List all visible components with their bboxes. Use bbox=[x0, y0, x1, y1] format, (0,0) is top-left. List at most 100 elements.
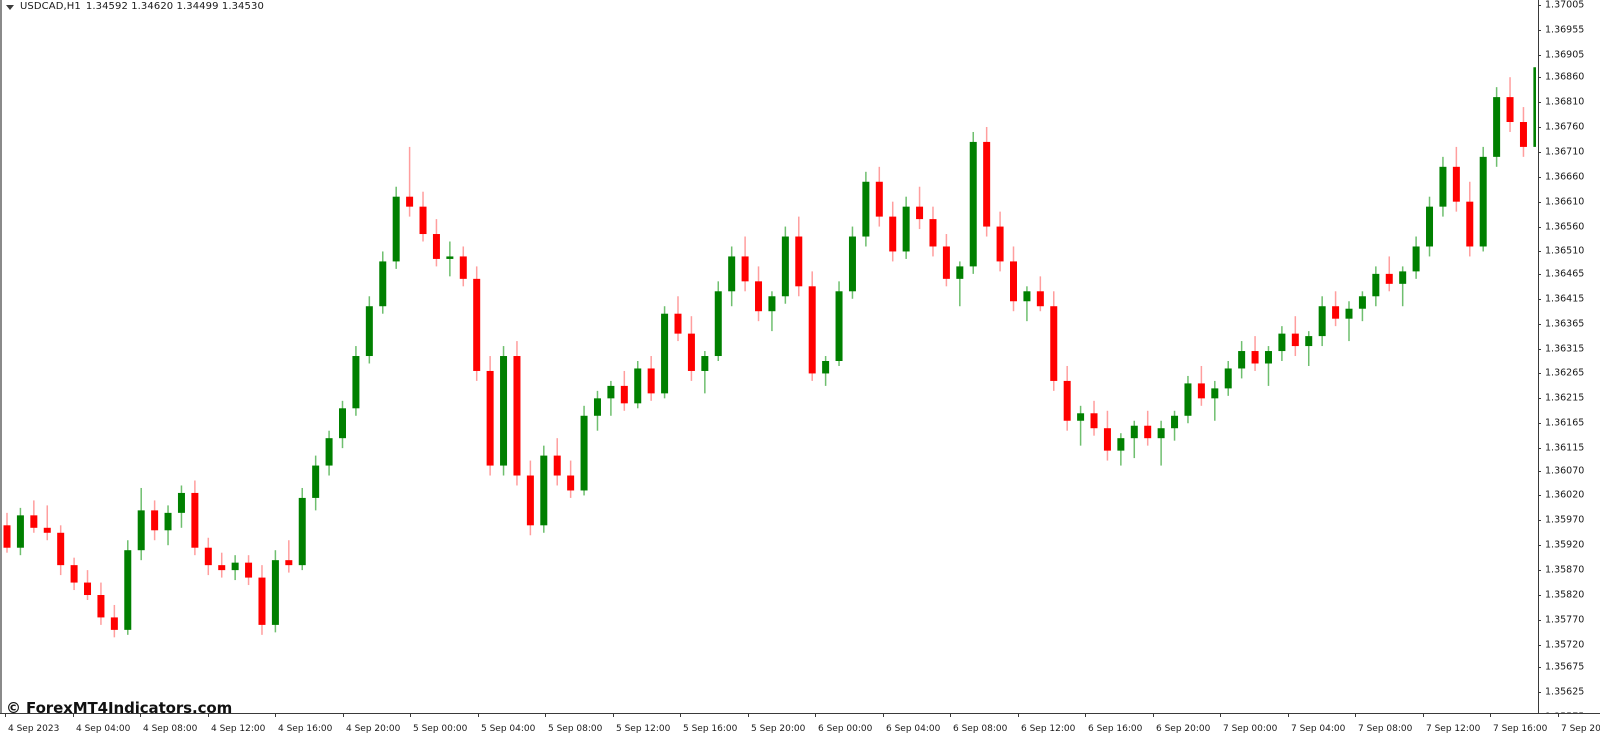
time-tick bbox=[275, 713, 276, 717]
time-axis-label: 6 Sep 16:00 bbox=[1088, 724, 1143, 734]
candle bbox=[1506, 77, 1514, 132]
candle-body bbox=[57, 532, 65, 566]
time-axis-label: 5 Sep 16:00 bbox=[683, 724, 738, 734]
candle bbox=[1345, 301, 1353, 342]
candle bbox=[1171, 410, 1179, 441]
candle bbox=[500, 346, 508, 476]
candle-body bbox=[513, 356, 521, 476]
candle-body bbox=[1305, 336, 1313, 347]
candle bbox=[164, 505, 172, 546]
time-tick bbox=[748, 713, 749, 717]
candle bbox=[1318, 296, 1326, 347]
price-tick bbox=[1538, 667, 1541, 669]
candle bbox=[1533, 67, 1536, 147]
time-axis-label: 5 Sep 20:00 bbox=[751, 724, 806, 734]
candle bbox=[808, 271, 816, 381]
candle bbox=[862, 171, 870, 247]
candle bbox=[419, 191, 427, 242]
price-axis-label: 1.36860 bbox=[1545, 71, 1585, 83]
candle bbox=[607, 380, 615, 416]
candle-body bbox=[1184, 383, 1192, 416]
candle bbox=[1103, 410, 1111, 461]
candle-body bbox=[1251, 351, 1259, 364]
candle-body bbox=[1506, 97, 1514, 123]
candle-wick bbox=[1307, 331, 1310, 366]
candle bbox=[57, 525, 65, 576]
candle bbox=[84, 570, 92, 600]
candle-body bbox=[1063, 380, 1071, 421]
candle-body bbox=[352, 356, 360, 409]
candle bbox=[1023, 286, 1031, 322]
price-tick bbox=[1538, 423, 1541, 425]
candle-body bbox=[1519, 122, 1527, 147]
price-axis-label: 1.36265 bbox=[1545, 367, 1585, 379]
time-tick bbox=[1558, 713, 1559, 717]
price-axis-label: 1.36510 bbox=[1545, 245, 1585, 257]
candle-wick bbox=[1388, 256, 1391, 292]
time-tick bbox=[1490, 713, 1491, 717]
price-axis-label: 1.37005 bbox=[1545, 0, 1585, 11]
candle-wick bbox=[1133, 420, 1136, 459]
price-tick bbox=[1538, 201, 1541, 203]
candle-body bbox=[110, 617, 118, 630]
candle bbox=[1426, 196, 1434, 257]
price-tick bbox=[1538, 323, 1541, 325]
candle bbox=[1157, 420, 1165, 466]
price-axis[interactable]: 1.37005 1.36955 1.36905 1.36860 1.36810 1.367… bbox=[1538, 0, 1600, 721]
candle bbox=[996, 211, 1004, 272]
price-tick bbox=[1538, 151, 1541, 153]
candle-body bbox=[1010, 261, 1017, 302]
price-axis-label: 1.35675 bbox=[1545, 661, 1585, 673]
candle bbox=[432, 219, 440, 267]
candle-body bbox=[191, 492, 199, 548]
candle bbox=[245, 555, 253, 586]
candle bbox=[755, 266, 763, 322]
triangle-down-icon[interactable] bbox=[6, 4, 14, 10]
candle bbox=[687, 316, 695, 381]
price-axis-label: 1.36115 bbox=[1545, 442, 1585, 454]
candle-body bbox=[1144, 425, 1152, 439]
candle-body bbox=[875, 181, 883, 217]
candle bbox=[16, 507, 24, 556]
time-tick bbox=[1288, 713, 1289, 717]
time-tick bbox=[1018, 713, 1019, 717]
candle bbox=[1479, 146, 1487, 252]
candle bbox=[553, 438, 561, 486]
price-tick bbox=[1538, 298, 1541, 300]
price-tick bbox=[1538, 226, 1541, 228]
price-axis-label: 1.36415 bbox=[1545, 293, 1585, 304]
candle bbox=[70, 557, 78, 591]
price-axis-label: 1.36760 bbox=[1545, 121, 1585, 133]
candle-body bbox=[1036, 291, 1044, 307]
candle bbox=[1291, 316, 1299, 357]
candle bbox=[379, 251, 387, 314]
candlestick-plot-area[interactable] bbox=[2, 14, 1536, 713]
candle-body bbox=[231, 562, 239, 571]
candle-body bbox=[714, 291, 722, 357]
price-axis-label: 1.36020 bbox=[1545, 489, 1585, 501]
price-axis-label: 1.36810 bbox=[1545, 96, 1585, 108]
candle bbox=[325, 430, 333, 476]
candle bbox=[848, 226, 856, 299]
price-axis-label: 1.35870 bbox=[1545, 564, 1585, 576]
candle-body bbox=[124, 550, 132, 630]
time-axis[interactable]: 4 Sep 2023 4 Sep 04:00 4 Sep 08:00 4 Sep 12… bbox=[0, 713, 1600, 744]
candle bbox=[1077, 405, 1085, 446]
candle bbox=[634, 361, 642, 409]
price-tick bbox=[1538, 570, 1541, 572]
candle-wick bbox=[288, 540, 290, 573]
candle-body bbox=[43, 527, 51, 533]
candle-body bbox=[1426, 206, 1434, 247]
candle-wick bbox=[1348, 301, 1350, 342]
candle-body bbox=[1171, 415, 1179, 429]
price-axis-label: 1.36710 bbox=[1545, 146, 1585, 158]
candle-body bbox=[567, 475, 575, 491]
candle-body bbox=[1466, 201, 1474, 247]
candle-body bbox=[1479, 156, 1487, 247]
candle-body bbox=[1358, 296, 1366, 309]
candle-body bbox=[1439, 166, 1447, 207]
candle-body bbox=[16, 515, 24, 548]
candle-body bbox=[983, 141, 991, 227]
candle bbox=[540, 445, 548, 533]
time-axis-label: 5 Sep 04:00 bbox=[481, 724, 536, 734]
